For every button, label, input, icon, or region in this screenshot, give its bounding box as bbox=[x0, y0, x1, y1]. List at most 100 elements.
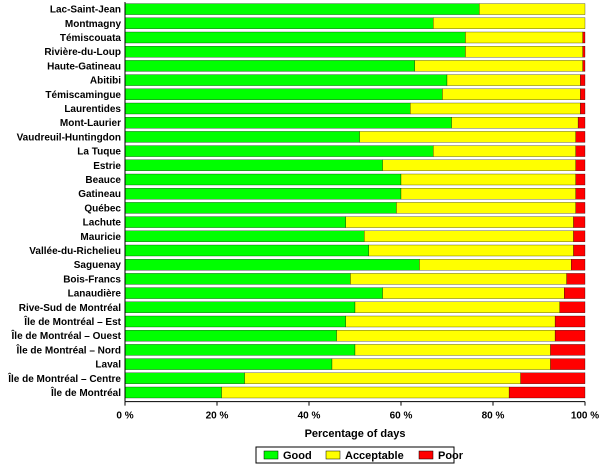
bar-segment-poor-23 bbox=[554, 330, 586, 342]
x-tick-label: 60 % bbox=[390, 411, 413, 422]
bar-segment-good-15 bbox=[124, 216, 346, 228]
category-label: Montmagny bbox=[65, 19, 122, 30]
bar-segment-acceptable-26 bbox=[244, 372, 521, 384]
category-label: Île de Montréal bbox=[50, 386, 121, 399]
x-tick-label: 100 % bbox=[571, 411, 599, 422]
x-tick-label: 80 % bbox=[482, 411, 505, 422]
category-label: Laval bbox=[95, 360, 121, 371]
bar-segment-poor-24 bbox=[550, 344, 586, 356]
bar-segment-poor-16 bbox=[573, 230, 586, 242]
bar-segment-acceptable-17 bbox=[368, 244, 574, 257]
category-label: Haute-Gatineau bbox=[47, 61, 121, 72]
bar-segment-acceptable-5 bbox=[446, 74, 581, 86]
bar-segment-good-13 bbox=[124, 188, 402, 200]
bar-segment-good-12 bbox=[124, 173, 402, 186]
category-label: Beauce bbox=[85, 175, 121, 186]
bar-segment-good-19 bbox=[124, 273, 351, 285]
bar-segment-poor-20 bbox=[564, 287, 586, 299]
bar-segment-poor-7 bbox=[580, 102, 586, 115]
category-label: Gatineau bbox=[78, 189, 121, 200]
bar-segment-acceptable-24 bbox=[354, 344, 551, 356]
bar-segment-poor-10 bbox=[575, 145, 586, 157]
bar-segment-poor-12 bbox=[575, 173, 586, 186]
bar-segment-acceptable-11 bbox=[382, 159, 576, 171]
bar-segment-acceptable-2 bbox=[465, 31, 583, 44]
bar-segment-poor-21 bbox=[559, 301, 586, 313]
bar-segment-poor-4 bbox=[582, 60, 586, 72]
legend-box bbox=[255, 446, 455, 464]
category-label: Île de Montréal – Ouest bbox=[11, 329, 122, 342]
bar-segment-acceptable-14 bbox=[396, 202, 576, 214]
x-tick-labels: 0 % 20 % 40 % 60 % 80 % 100 % bbox=[116, 411, 599, 422]
category-label: Île de Montréal – Est bbox=[23, 315, 121, 328]
bar-segment-good-16 bbox=[124, 230, 365, 242]
bars-group bbox=[124, 3, 586, 399]
category-label: Abitibi bbox=[90, 76, 121, 87]
legend-label-acceptable: Acceptable bbox=[345, 450, 404, 462]
bar-segment-good-21 bbox=[124, 301, 356, 313]
category-label: Bois-Francs bbox=[63, 274, 121, 285]
category-label: Saguenay bbox=[74, 260, 122, 271]
x-axis-title: Percentage of days bbox=[305, 428, 406, 440]
bar-segment-poor-2 bbox=[582, 31, 586, 44]
category-label: Lac-Saint-Jean bbox=[50, 5, 121, 16]
bar-segment-good-4 bbox=[124, 60, 415, 72]
legend-label-good: Good bbox=[283, 450, 312, 462]
bar-segment-good-5 bbox=[124, 74, 448, 86]
category-label: Estrie bbox=[93, 161, 121, 172]
bar-segment-acceptable-22 bbox=[345, 315, 556, 328]
bar-segment-good-6 bbox=[124, 88, 443, 100]
bar-segment-poor-18 bbox=[571, 259, 586, 271]
bar-segment-acceptable-3 bbox=[465, 46, 583, 58]
bar-segment-poor-11 bbox=[575, 159, 586, 171]
category-label: La Tuque bbox=[77, 147, 121, 158]
bar-segment-acceptable-10 bbox=[433, 145, 576, 157]
x-tick-label: 40 % bbox=[298, 411, 321, 422]
bar-segment-acceptable-4 bbox=[414, 60, 583, 72]
bar-segment-acceptable-21 bbox=[354, 301, 560, 313]
bar-segment-acceptable-1 bbox=[433, 17, 586, 29]
bar-segment-acceptable-7 bbox=[410, 102, 581, 115]
bar-segment-acceptable-27 bbox=[221, 386, 510, 399]
bar-segment-good-23 bbox=[124, 330, 337, 342]
bar-segment-poor-27 bbox=[508, 386, 586, 399]
category-label: Mont-Laurier bbox=[60, 118, 121, 129]
category-label: Vaudreuil-Huntingdon bbox=[17, 132, 121, 143]
category-label: Témiscouata bbox=[60, 33, 122, 44]
bar-segment-acceptable-23 bbox=[336, 330, 556, 342]
bar-segment-acceptable-13 bbox=[400, 188, 576, 200]
bar-segment-good-0 bbox=[124, 3, 480, 15]
bar-segment-good-8 bbox=[124, 117, 452, 129]
legend: Good Acceptable Poor bbox=[255, 446, 464, 464]
bar-segment-poor-13 bbox=[575, 188, 586, 200]
x-tick-label: 0 % bbox=[116, 411, 133, 422]
bar-segment-acceptable-25 bbox=[331, 358, 551, 370]
bar-segment-acceptable-9 bbox=[359, 131, 576, 143]
category-label: Île de Montréal – Centre bbox=[7, 372, 121, 385]
bar-segment-poor-17 bbox=[573, 244, 586, 257]
category-label: Vallée-du-Richelieu bbox=[29, 246, 121, 257]
bar-segment-good-24 bbox=[124, 344, 356, 356]
bar-segment-good-25 bbox=[124, 358, 333, 370]
bar-segment-good-20 bbox=[124, 287, 383, 299]
legend-label-poor: Poor bbox=[438, 450, 464, 462]
bar-segment-acceptable-8 bbox=[451, 117, 579, 129]
bar-segment-poor-3 bbox=[582, 46, 586, 58]
category-label: Rive-Sud de Montréal bbox=[19, 303, 121, 314]
bar-segment-acceptable-12 bbox=[400, 173, 576, 186]
x-tick-label: 20 % bbox=[206, 411, 229, 422]
bar-segment-good-7 bbox=[124, 102, 411, 115]
bar-segment-good-2 bbox=[124, 31, 466, 44]
bar-segment-acceptable-6 bbox=[442, 88, 581, 100]
bar-segment-good-22 bbox=[124, 315, 346, 328]
legend-swatch-poor bbox=[418, 450, 434, 460]
bar-segment-good-14 bbox=[124, 202, 397, 214]
category-label: Lanaudière bbox=[68, 289, 122, 300]
bar-segment-poor-6 bbox=[580, 88, 586, 100]
legend-swatch-good bbox=[263, 450, 279, 460]
legend-swatch-acceptable bbox=[325, 450, 341, 460]
bar-segment-poor-22 bbox=[554, 315, 586, 328]
bar-segment-acceptable-0 bbox=[479, 3, 586, 15]
bar-segment-acceptable-16 bbox=[364, 230, 574, 242]
